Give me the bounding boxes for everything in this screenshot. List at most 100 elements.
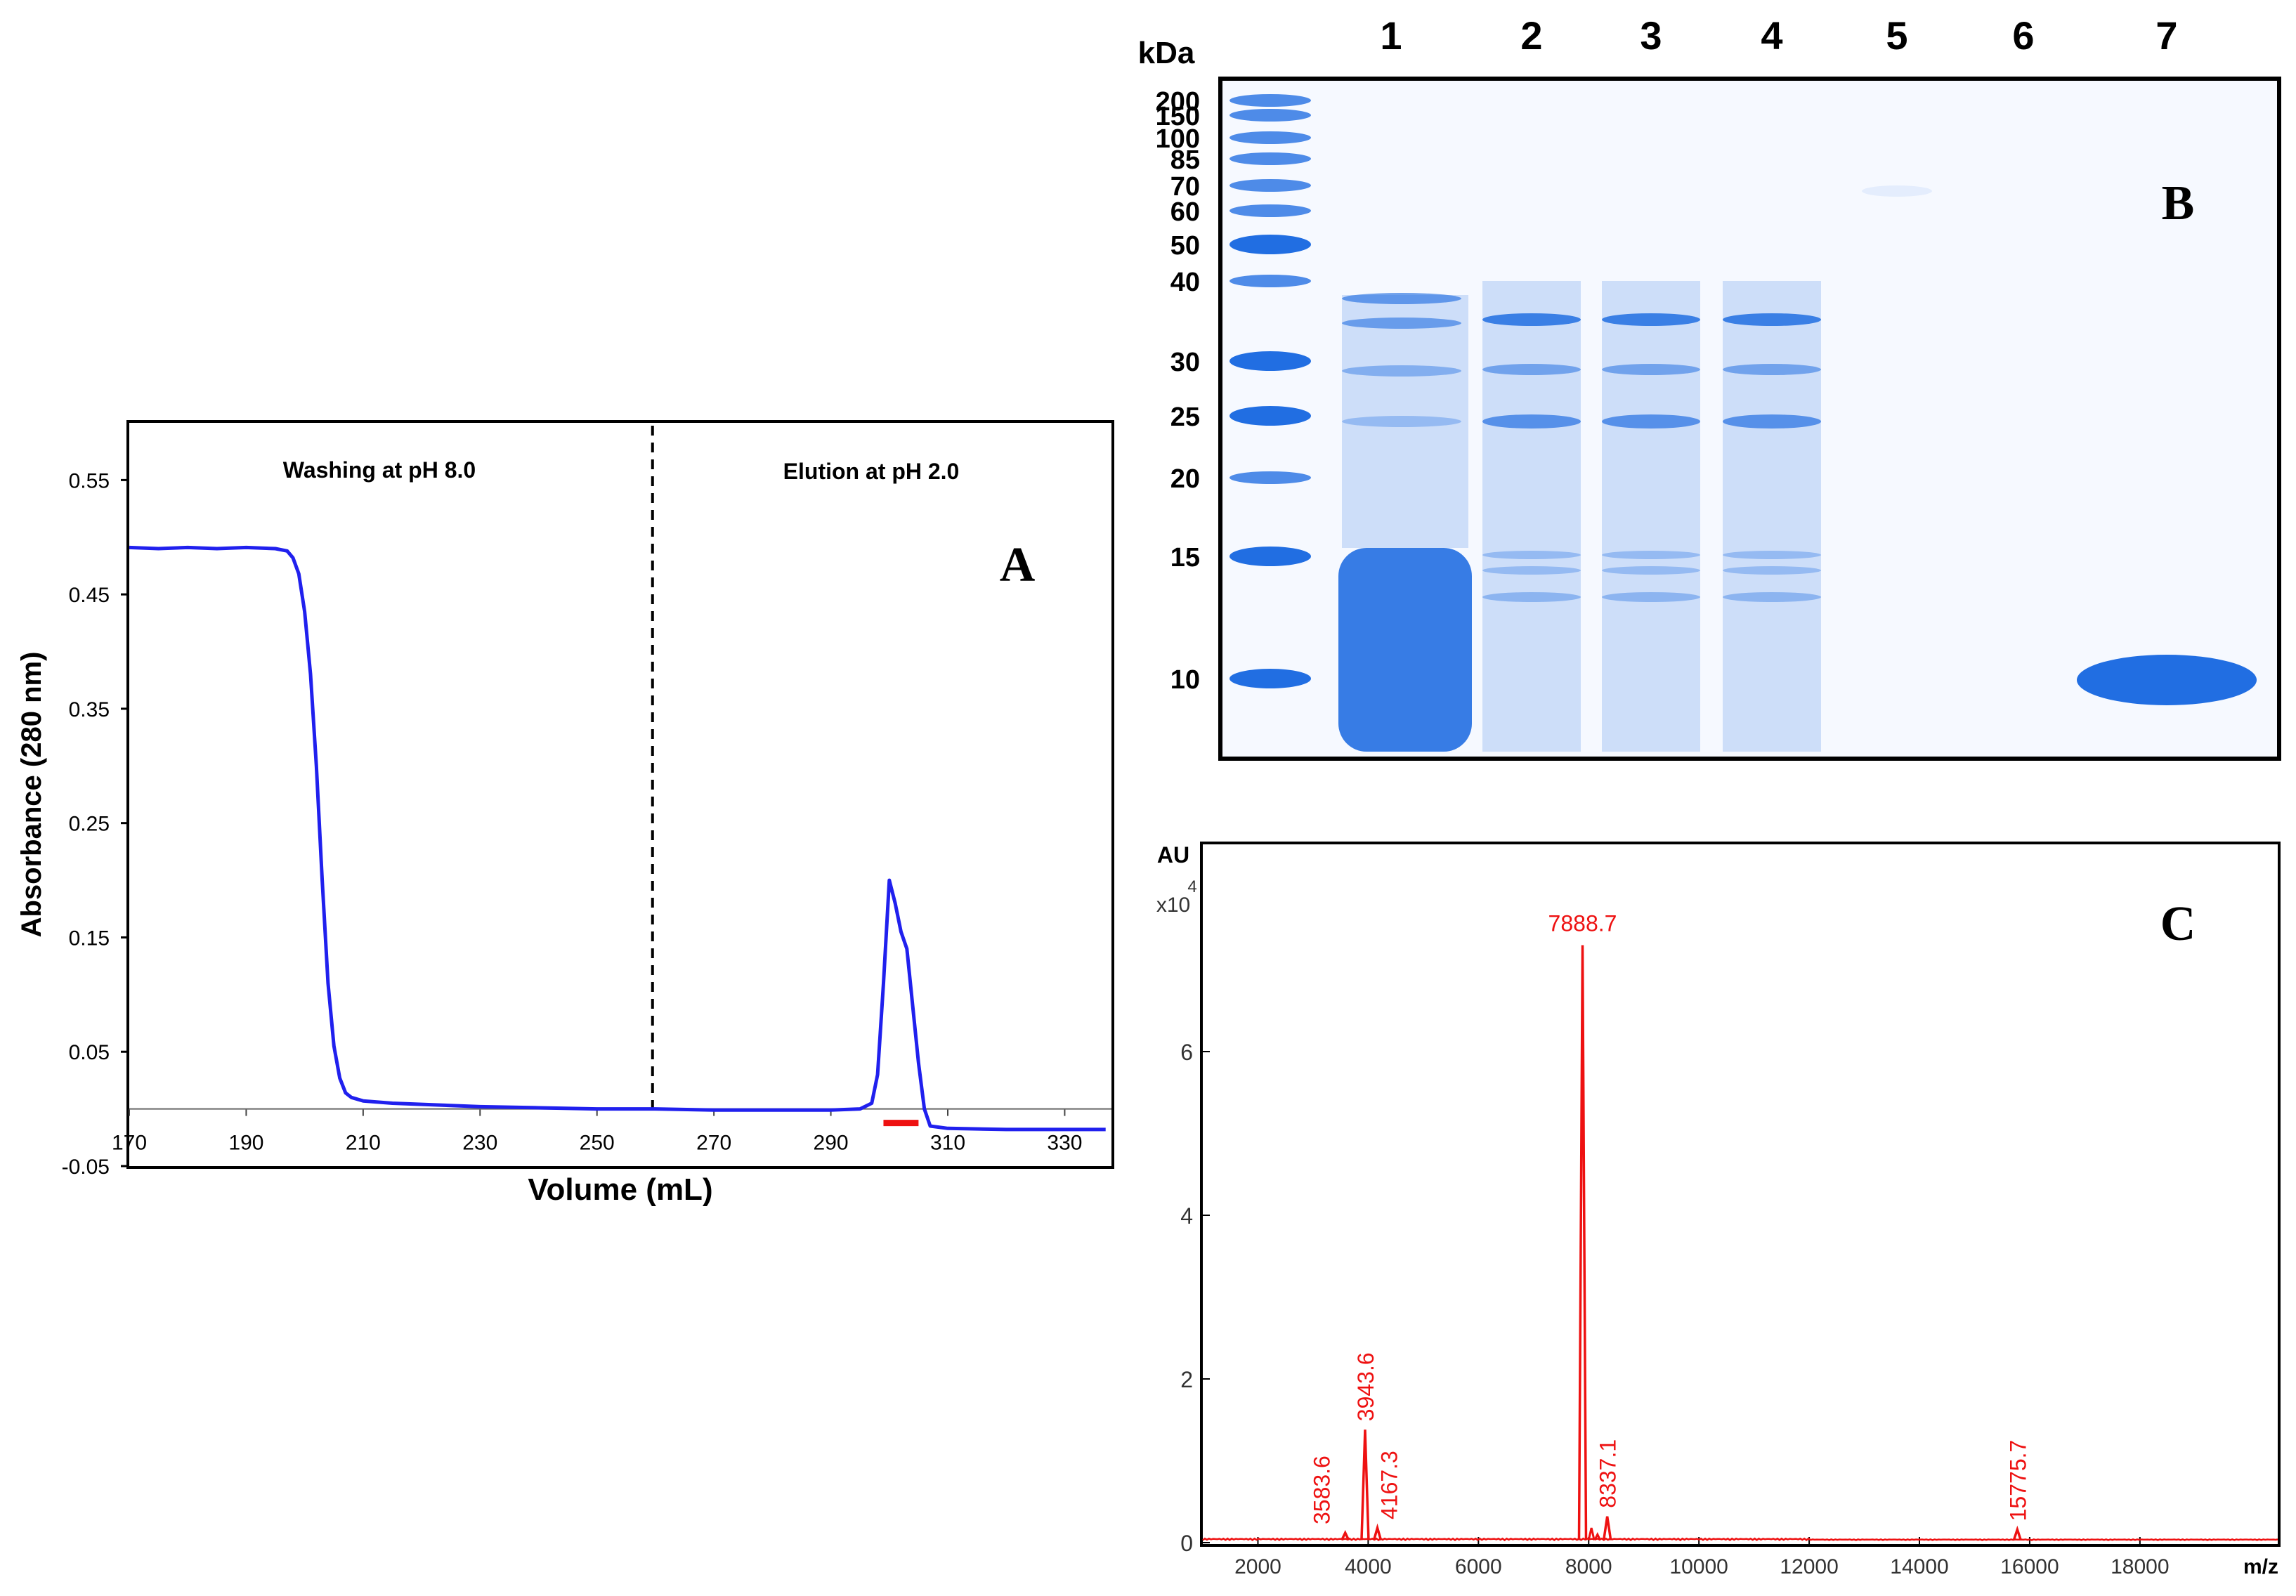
panel-c-mass-spectrum: 0 2 4 6 2000 4000 6000 8000 10000 12000 14000 16000…	[1156, 842, 2281, 1578]
ladder-band-30	[1229, 351, 1311, 371]
ladder-band-200	[1229, 94, 1311, 107]
panel-c-plot-area: 3583.6 3943.6 4167.3 7888.7 8337.1 15775.7	[1202, 911, 2278, 1542]
panel-a-x-axis-label: Volume (mL)	[528, 1172, 712, 1207]
panel-a-plot-area	[129, 426, 1111, 1132]
panel-a-label: A	[1000, 538, 1036, 592]
peak-8337.1	[1602, 1516, 1612, 1541]
marker-label-20: 20	[1170, 464, 1200, 494]
panel-a-frame	[126, 420, 1114, 1169]
lane-1-band	[1342, 365, 1461, 377]
lane-label-7: 7	[2155, 13, 2177, 58]
lane-label-6: 6	[2012, 13, 2034, 58]
minor-peak	[1587, 1527, 1596, 1541]
peak-15775.7	[2012, 1525, 2022, 1541]
panel-c-y-tick-label: 4	[1180, 1203, 1193, 1229]
gel-lane-labels: 1 2 3 4 5 6 7	[1380, 13, 2177, 58]
lane-2-band	[1482, 313, 1581, 326]
panel-c-y-multiplier: x10	[1156, 894, 1190, 917]
lane-3-band	[1602, 592, 1700, 602]
panel-c-y-exponent: 4	[1187, 877, 1196, 896]
ladder-band-70	[1229, 179, 1311, 192]
lane-3-band	[1602, 566, 1700, 575]
lane-4-band	[1723, 551, 1821, 559]
washing-annotation: Washing at pH 8.0	[283, 457, 476, 483]
peak-label-7888.7: 7888.7	[1548, 911, 1617, 936]
marker-label-85: 85	[1170, 145, 1200, 175]
marker-label-50: 50	[1170, 231, 1200, 261]
panel-a-chromatogram: -0.05 0.05 0.15 0.25 0.35 0.45 0.55 170 190 210 23…	[16, 420, 1114, 1207]
panel-a-y-tick-label: 0.25	[69, 813, 110, 836]
panel-c-x-tick-label: 4000	[1345, 1555, 1392, 1578]
lane-2-band	[1482, 592, 1581, 602]
panel-c-x-tick-label: 12000	[1780, 1555, 1838, 1578]
marker-label-25: 25	[1170, 403, 1200, 432]
lane-4-band	[1723, 364, 1821, 375]
elution-annotation: Elution at pH 2.0	[783, 459, 960, 484]
peak-label-3943.6: 3943.6	[1353, 1352, 1378, 1421]
lane-4-band	[1723, 313, 1821, 326]
marker-label-40: 40	[1170, 268, 1200, 297]
marker-label-150: 150	[1156, 102, 1200, 131]
marker-label-200: 200	[1156, 87, 1200, 117]
ladder-band-10	[1229, 669, 1311, 688]
panel-c-x-tick-label: 16000	[2000, 1555, 2059, 1578]
panel-c-x-tick-label: 10000	[1669, 1555, 1728, 1578]
lane-7-purified-band	[2077, 655, 2257, 705]
panel-a-x-tick-label: 330	[1047, 1132, 1082, 1155]
ladder-band-15	[1229, 547, 1311, 566]
lane-3-band	[1602, 414, 1700, 429]
lane-5-faint-band	[1862, 185, 1932, 197]
lane-2-band	[1482, 551, 1581, 559]
marker-label-100: 100	[1156, 124, 1200, 154]
spectrum-baseline	[1202, 1537, 2278, 1542]
lane-label-3: 3	[1640, 13, 1662, 58]
peak-label-8337.1: 8337.1	[1596, 1439, 1621, 1508]
panel-a-y-tick-label: 0.05	[69, 1041, 110, 1064]
panel-a-y-tick-label: 0.15	[69, 927, 110, 950]
peak-label-3583.6: 3583.6	[1310, 1456, 1335, 1524]
ladder-band-100	[1229, 131, 1311, 144]
lane-2-band	[1482, 364, 1581, 375]
panel-c-axis-ticks: 0 2 4 6 2000 4000 6000 8000 10000 12000 14000 16000…	[1180, 1040, 2169, 1578]
panel-c-x-tick-label: 2000	[1234, 1555, 1281, 1578]
panel-a-x-tick-label: 310	[930, 1132, 965, 1155]
panel-c-y-tick-label: 0	[1180, 1531, 1193, 1556]
marker-label-70: 70	[1170, 172, 1200, 202]
peak-3943.6	[1360, 1430, 1370, 1541]
panel-a-x-tick-label: 210	[346, 1132, 381, 1155]
lane-1-band	[1342, 318, 1461, 329]
panel-a-x-tick-label: 270	[696, 1132, 731, 1155]
peak-3583.6	[1341, 1529, 1350, 1541]
minor-peak	[1593, 1531, 1602, 1541]
lane-4-smear	[1723, 281, 1821, 752]
panel-a-x-tick-label: 290	[814, 1132, 849, 1155]
panel-c-frame	[1200, 842, 2281, 1547]
panel-c-x-axis-label: m/z	[2243, 1555, 2278, 1578]
panel-c-y-tick-label: 2	[1180, 1367, 1193, 1392]
panel-c-x-tick-label: 6000	[1455, 1555, 1502, 1578]
ladder-band-50	[1229, 235, 1311, 254]
lane-3-band	[1602, 313, 1700, 326]
panel-c-x-tick-label: 14000	[1890, 1555, 1948, 1578]
lane-3-band	[1602, 364, 1700, 375]
marker-label-30: 30	[1170, 348, 1200, 377]
lane-label-2: 2	[1520, 13, 1542, 58]
peak-4167.3	[1372, 1523, 1383, 1541]
panel-c-label: C	[2160, 897, 2196, 951]
panel-a-x-tick-label: 190	[228, 1132, 263, 1155]
panel-a-axis-ticks: -0.05 0.05 0.15 0.25 0.35 0.45 0.55 170 190 210 23…	[62, 469, 1083, 1179]
ladder-band-85	[1229, 152, 1311, 165]
peak-7888.7	[1577, 945, 1588, 1541]
ladder-band-25	[1229, 406, 1311, 426]
lane-1-band	[1342, 293, 1461, 304]
ladder-band-60	[1229, 204, 1311, 217]
lane-2-band	[1482, 566, 1581, 575]
panel-a-x-tick-label: 230	[462, 1132, 497, 1155]
panel-c-x-tick-label: 8000	[1565, 1555, 1612, 1578]
lane-label-1: 1	[1380, 13, 1402, 58]
ladder-band-150	[1229, 109, 1311, 122]
lane-4-band	[1723, 566, 1821, 575]
lane-2-band	[1482, 414, 1581, 429]
